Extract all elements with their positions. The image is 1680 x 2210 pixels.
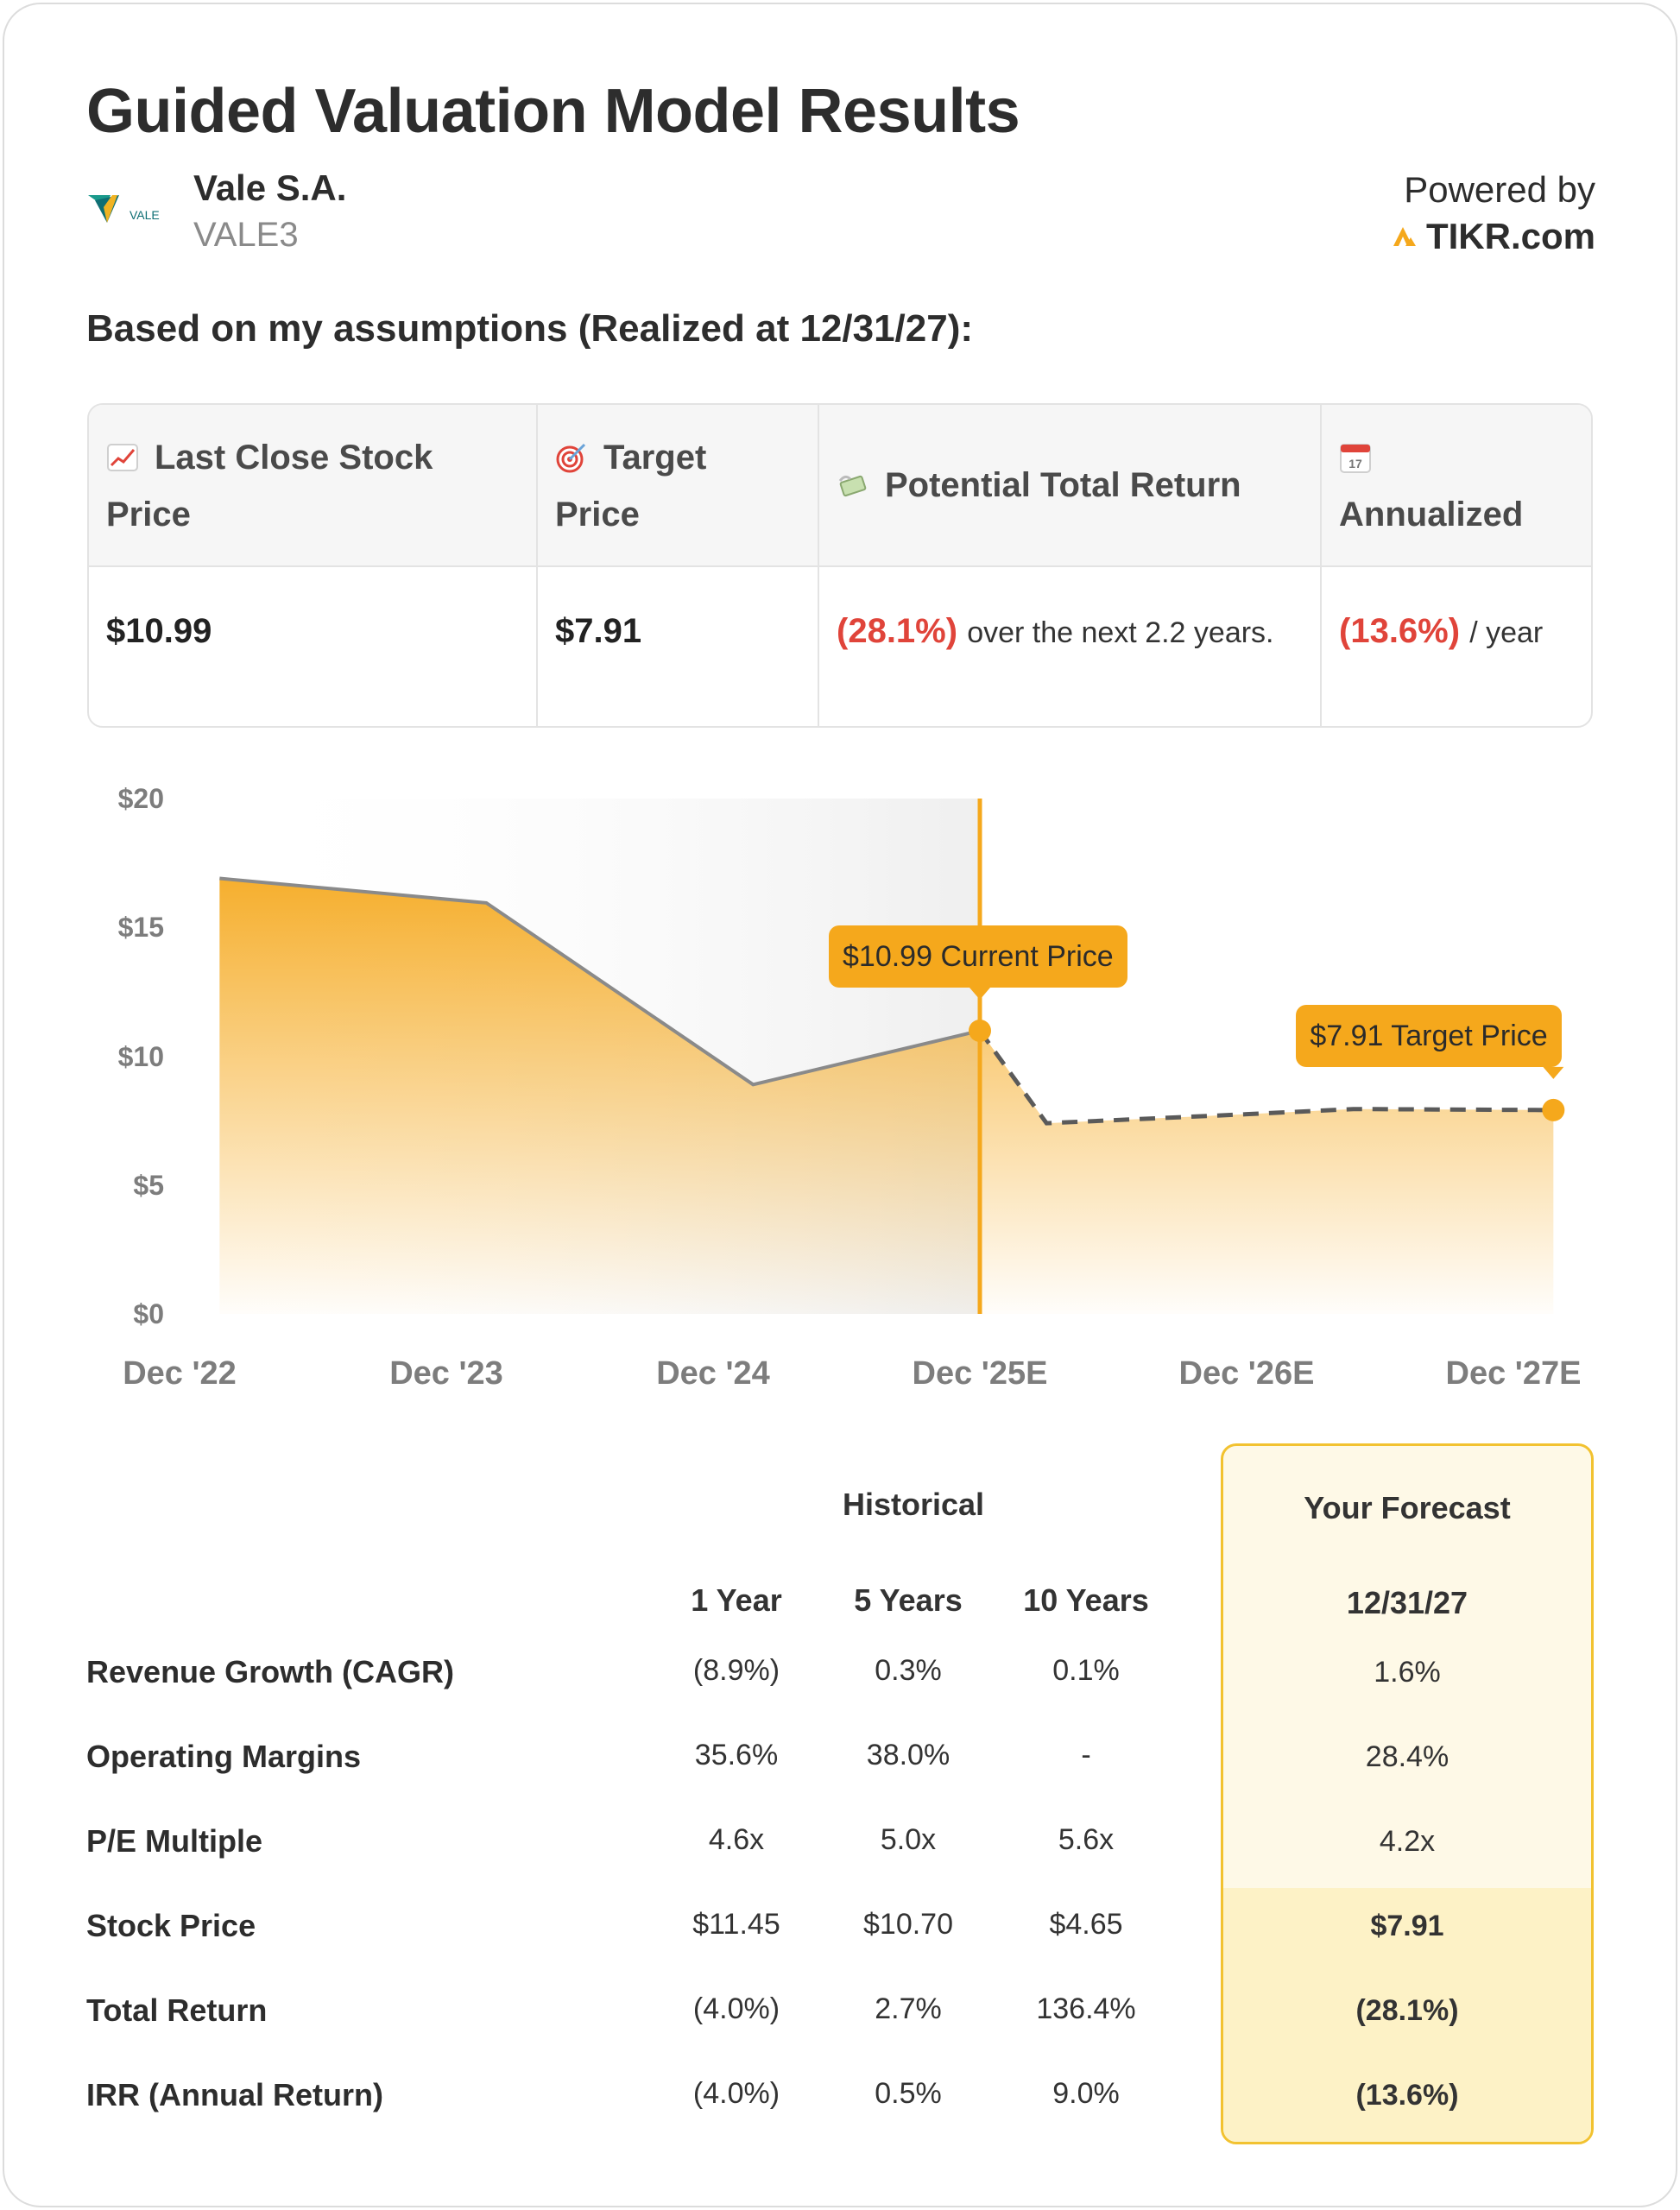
metric-cell: 5.0x xyxy=(880,1823,937,1856)
metric-row-label: Total Return xyxy=(86,1992,268,2028)
y-tick-label: $10 xyxy=(117,1040,164,1072)
metric-row-label: P/E Multiple xyxy=(86,1823,263,1859)
summary-header-row xyxy=(89,405,1591,567)
page-title: Guided Valuation Model Results xyxy=(86,77,1020,146)
metric-cell: 5.6x xyxy=(1058,1823,1115,1856)
metric-cell: 136.4% xyxy=(1036,1992,1136,2025)
forecast-cell: 28.4% xyxy=(1365,1740,1449,1773)
summary-table: Last Close Stock Price $10.99 Target Pri… xyxy=(87,403,1593,728)
target-label-1: Target xyxy=(603,439,707,477)
money-with-wings-icon xyxy=(838,475,867,497)
metric-cell: (4.0%) xyxy=(692,2077,780,2110)
last-close-value: $10.99 xyxy=(106,612,212,650)
metric-cell: 0.3% xyxy=(875,1654,942,1687)
current-price-marker xyxy=(969,1019,991,1042)
metric-cell: $10.70 xyxy=(863,1908,953,1941)
calendar-icon: 17 xyxy=(1340,444,1371,473)
metric-cell: (8.9%) xyxy=(692,1654,780,1687)
current-tooltip-pointer xyxy=(969,987,990,1000)
col-header-5-years: 5 Years xyxy=(854,1582,963,1618)
tikr-logo-icon xyxy=(1393,227,1416,246)
metric-cell: 4.6x xyxy=(708,1823,765,1856)
chart-increasing-icon xyxy=(107,444,138,471)
target-price-marker xyxy=(1542,1098,1565,1121)
forecast-cell: 1.6% xyxy=(1374,1656,1441,1689)
x-tick-label: Dec '26E xyxy=(1178,1355,1315,1392)
x-tick-label: Dec '22 xyxy=(123,1355,237,1392)
forecast-panel xyxy=(1221,1443,1594,2144)
col-header-1-year: 1 Year xyxy=(691,1582,782,1618)
metric-cell: 9.0% xyxy=(1052,2077,1120,2110)
annualized-label: Annualized xyxy=(1339,496,1524,534)
forecast-title: Your Forecast xyxy=(1304,1490,1511,1525)
metric-row-label: Revenue Growth (CAGR) xyxy=(86,1654,455,1689)
metric-row-label: IRR (Annual Return) xyxy=(86,2077,383,2112)
metric-cell: - xyxy=(1081,1739,1091,1771)
powered-by-label: Powered by xyxy=(1404,169,1595,210)
target-price-tooltip: $7.91 Target Price xyxy=(1296,1004,1562,1067)
company-name: Vale S.A. xyxy=(193,167,347,208)
price-area xyxy=(219,878,1554,1314)
y-tick-label: $20 xyxy=(117,783,164,814)
tikr-brand-text: TIKR.com xyxy=(1425,216,1595,256)
summary-col-last-close: Last Close Stock Price $10.99 xyxy=(89,405,538,726)
forecast-cell: (13.6%) xyxy=(1355,2079,1459,2112)
historical-label: Historical xyxy=(843,1487,985,1522)
target-value: $7.91 xyxy=(555,612,642,650)
total-return-value: (28.1%) xyxy=(837,612,958,650)
target-tooltip-pointer xyxy=(1543,1066,1564,1079)
metric-cell: 38.0% xyxy=(866,1739,951,1771)
summary-col-total-return: Potential Total Return (28.1%) over the … xyxy=(819,405,1322,726)
assumptions-heading: Based on my assumptions (Realized at 12/… xyxy=(86,307,974,350)
x-tick-label: Dec '27E xyxy=(1445,1355,1582,1392)
col-header-10-years: 10 Years xyxy=(1023,1582,1149,1618)
forecast-cell: $7.91 xyxy=(1370,1910,1444,1942)
total-return-suffix: over the next 2.2 years. xyxy=(967,616,1274,649)
summary-col-annualized: 17 Annualized (13.6%) / year xyxy=(1322,405,1591,726)
tikr-brand[interactable]: TIKR.com xyxy=(1392,216,1595,257)
metric-cell: 35.6% xyxy=(694,1739,779,1771)
summary-col-target: Target Price $7.91 xyxy=(538,405,819,726)
y-tick-label: $0 xyxy=(133,1298,164,1329)
forecast-date: 12/31/27 xyxy=(1346,1585,1468,1620)
metric-cell: $4.65 xyxy=(1049,1908,1123,1941)
y-tick-label: $15 xyxy=(117,912,164,944)
annualized-value: (13.6%) xyxy=(1339,612,1461,650)
forecast-cell: (28.1%) xyxy=(1355,1994,1459,2027)
company-ticker: VALE3 xyxy=(193,216,299,254)
metric-cell: 2.7% xyxy=(875,1992,942,2025)
forecast-cell: 4.2x xyxy=(1379,1825,1436,1858)
metric-cell: 0.1% xyxy=(1052,1654,1120,1687)
y-tick-label: $5 xyxy=(133,1169,164,1201)
current-price-tooltip: $10.99 Current Price xyxy=(829,925,1127,988)
svg-text:VALE: VALE xyxy=(129,208,160,222)
target-label-2: Price xyxy=(555,496,640,534)
forecast-price-line xyxy=(977,1029,1554,1126)
annualized-suffix: / year xyxy=(1469,616,1544,649)
metric-cell: (4.0%) xyxy=(692,1992,780,2025)
metric-cell: 0.5% xyxy=(875,2077,942,2110)
metric-cell: $11.45 xyxy=(692,1908,780,1941)
x-tick-label: Dec '23 xyxy=(389,1355,503,1392)
total-return-label: Potential Total Return xyxy=(885,466,1241,504)
vale-logo: VALE xyxy=(88,195,160,223)
valuation-chart xyxy=(219,799,1565,1314)
metric-row-label: Operating Margins xyxy=(86,1739,362,1774)
metric-row-label: Stock Price xyxy=(86,1908,256,1943)
historical-price-line xyxy=(219,876,981,1087)
x-tick-label: Dec '25E xyxy=(912,1355,1048,1392)
svg-text:17: 17 xyxy=(1348,457,1362,470)
last-close-label-2: Price xyxy=(106,496,191,534)
x-tick-label: Dec '24 xyxy=(656,1355,770,1392)
target-icon xyxy=(556,443,586,473)
last-close-label-1: Last Close Stock xyxy=(155,439,433,477)
